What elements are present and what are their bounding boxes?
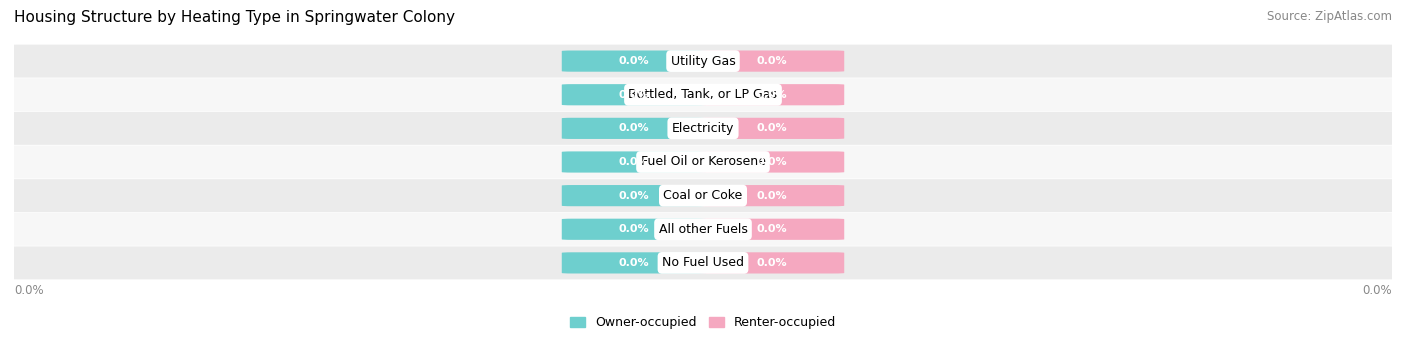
- Text: Utility Gas: Utility Gas: [671, 55, 735, 68]
- Text: 0.0%: 0.0%: [619, 157, 650, 167]
- Text: 0.0%: 0.0%: [619, 224, 650, 234]
- FancyBboxPatch shape: [562, 252, 706, 273]
- Text: 0.0%: 0.0%: [619, 90, 650, 100]
- Text: All other Fuels: All other Fuels: [658, 223, 748, 236]
- Text: 0.0%: 0.0%: [756, 258, 787, 268]
- FancyBboxPatch shape: [562, 151, 706, 173]
- Text: 0.0%: 0.0%: [1362, 284, 1392, 297]
- FancyBboxPatch shape: [700, 50, 844, 72]
- FancyBboxPatch shape: [700, 151, 844, 173]
- Text: Source: ZipAtlas.com: Source: ZipAtlas.com: [1267, 10, 1392, 23]
- Text: Fuel Oil or Kerosene: Fuel Oil or Kerosene: [641, 155, 765, 168]
- FancyBboxPatch shape: [700, 185, 844, 206]
- Text: 0.0%: 0.0%: [619, 123, 650, 133]
- FancyBboxPatch shape: [700, 219, 844, 240]
- FancyBboxPatch shape: [0, 179, 1406, 212]
- Text: 0.0%: 0.0%: [756, 123, 787, 133]
- Legend: Owner-occupied, Renter-occupied: Owner-occupied, Renter-occupied: [565, 311, 841, 334]
- FancyBboxPatch shape: [562, 185, 706, 206]
- FancyBboxPatch shape: [700, 118, 844, 139]
- Text: Coal or Coke: Coal or Coke: [664, 189, 742, 202]
- Text: Housing Structure by Heating Type in Springwater Colony: Housing Structure by Heating Type in Spr…: [14, 10, 456, 25]
- FancyBboxPatch shape: [562, 84, 706, 105]
- Text: 0.0%: 0.0%: [756, 56, 787, 66]
- FancyBboxPatch shape: [0, 45, 1406, 78]
- Text: 0.0%: 0.0%: [619, 191, 650, 201]
- FancyBboxPatch shape: [0, 247, 1406, 279]
- FancyBboxPatch shape: [0, 146, 1406, 178]
- Text: 0.0%: 0.0%: [619, 258, 650, 268]
- FancyBboxPatch shape: [562, 50, 706, 72]
- Text: Electricity: Electricity: [672, 122, 734, 135]
- Text: No Fuel Used: No Fuel Used: [662, 256, 744, 269]
- Text: 0.0%: 0.0%: [756, 224, 787, 234]
- FancyBboxPatch shape: [0, 112, 1406, 145]
- Text: 0.0%: 0.0%: [756, 90, 787, 100]
- FancyBboxPatch shape: [0, 78, 1406, 111]
- FancyBboxPatch shape: [0, 213, 1406, 246]
- FancyBboxPatch shape: [700, 252, 844, 273]
- Text: 0.0%: 0.0%: [756, 157, 787, 167]
- Text: 0.0%: 0.0%: [14, 284, 44, 297]
- Text: 0.0%: 0.0%: [619, 56, 650, 66]
- FancyBboxPatch shape: [562, 118, 706, 139]
- FancyBboxPatch shape: [562, 219, 706, 240]
- Text: Bottled, Tank, or LP Gas: Bottled, Tank, or LP Gas: [628, 88, 778, 101]
- Text: 0.0%: 0.0%: [756, 191, 787, 201]
- FancyBboxPatch shape: [700, 84, 844, 105]
